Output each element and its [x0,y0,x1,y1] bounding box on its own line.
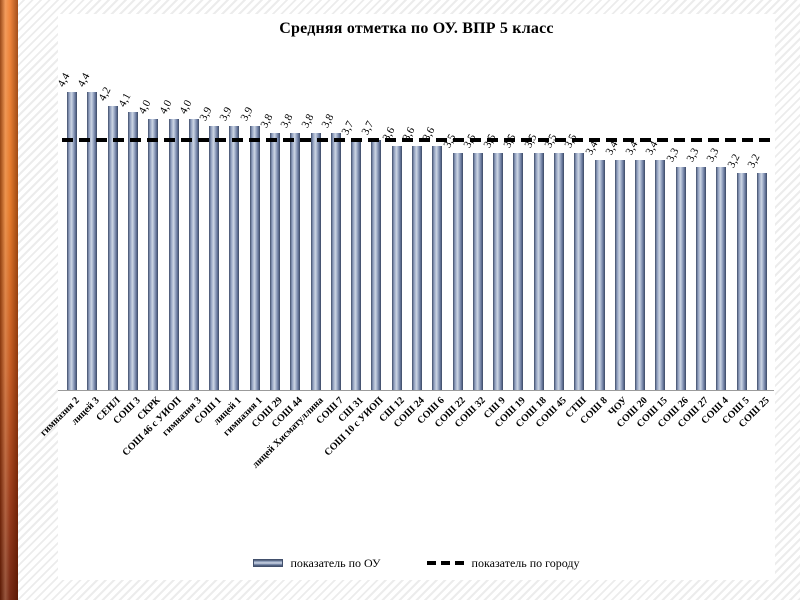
bar-value-label: 3,8 [278,111,296,130]
category-axis [58,390,774,391]
bar [716,166,727,390]
legend-label-city: показатель по городу [471,555,580,570]
bar-value-label: 3,8 [258,111,276,130]
bar [412,146,422,390]
bar [209,126,220,390]
bar-value-label: 3,4 [603,139,621,157]
legend-item-ou: показатель по ОУ [253,555,381,571]
bar-value-label: 3,2 [745,152,763,171]
bar-value-label: 3,3 [704,145,722,164]
bar [696,166,706,390]
bar [290,132,301,390]
bar [330,132,341,390]
bar [67,92,78,390]
bar-value-label: 3,4 [643,139,661,157]
bar-value-label: 3,9 [197,105,215,123]
bar [87,92,98,390]
bar [533,153,544,390]
bar-value-label: 4,0 [156,98,175,117]
bar-value-label: 3,3 [684,145,702,164]
plot-area: 4,4 гимназия 2 4,4 лицей 3 4,2 СЕНЛ 4,1 СОШ 3 4,… [38,60,774,471]
bar-value-label: 3,7 [359,118,377,137]
bar [432,146,443,390]
bar [128,112,138,390]
bar-value-label: 4,0 [177,98,195,117]
bar [371,139,382,390]
bar [472,153,483,390]
city-average-line [62,137,774,142]
bar [188,119,199,390]
legend-item-city: показатель по городу [426,555,580,571]
bar [594,159,605,390]
legend: показатель по ОУ показатель по городу [58,553,775,573]
bar [655,159,666,390]
bar-value-label: 4,4 [75,71,93,90]
bar-value-label: 4,0 [136,98,154,117]
bar [168,119,179,390]
bar [249,126,260,390]
bar-series-swatch-icon [253,559,284,567]
chart-title: Средняя отметка по ОУ. ВПР 5 класс [279,20,554,37]
bar [493,153,504,390]
bar [310,132,321,390]
bar [351,139,362,390]
bar [554,153,564,390]
bar-value-label: 3,7 [339,118,357,137]
bar [148,119,159,390]
bar-value-label: 3,9 [217,105,235,123]
legend-label-ou: показатель по ОУ [290,555,381,570]
bar [452,153,463,390]
bar-value-label: 4,1 [116,91,134,110]
bar [229,126,240,390]
bar [736,173,747,390]
bar [756,173,767,390]
bar-value-label: 3,3 [664,145,682,164]
bar [270,132,280,390]
bar-value-label: 3,8 [298,111,317,130]
bar-value-label: 3,4 [582,139,601,157]
bar [675,166,686,390]
bar [391,146,402,390]
bar [574,153,585,390]
bar [635,159,646,390]
bar [513,153,524,390]
bar-value-label: 3,9 [238,105,256,123]
bar-value-label: 3,8 [319,111,337,130]
accent-sidebar [0,0,18,600]
bar [107,105,118,390]
dashed-line-swatch-icon [426,561,465,565]
bar-value-label: 4,2 [96,84,114,103]
bar-value-label: 3,2 [724,152,743,171]
bar [614,159,625,390]
bar-value-label: 3,4 [623,139,641,157]
